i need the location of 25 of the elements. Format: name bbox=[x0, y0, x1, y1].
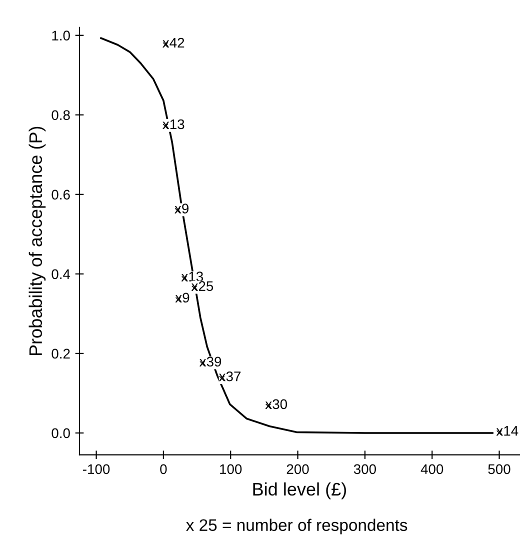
x-tick-label: 400 bbox=[420, 464, 444, 474]
x-tick-label: 500 bbox=[488, 464, 510, 474]
annotation: x37 bbox=[218, 371, 241, 382]
x-tick-label: 100 bbox=[220, 464, 242, 474]
y-tick-label: 0.6 bbox=[52, 190, 70, 200]
y-tick-label: 0.0 bbox=[52, 428, 70, 438]
x-tick-label: 200 bbox=[286, 464, 309, 474]
annotation: x14 bbox=[496, 426, 518, 436]
x-axis-title: Bid level (£) bbox=[253, 482, 346, 500]
x-tick-label: 0 bbox=[160, 464, 167, 474]
line-series bbox=[100, 37, 494, 434]
text: x 25 = number of respondents bbox=[186, 518, 408, 534]
x-tick-label: 300 bbox=[354, 464, 376, 474]
annotation: x9 bbox=[174, 204, 189, 214]
annotation: x42 bbox=[162, 38, 184, 48]
y-tick-label: 0.4 bbox=[52, 269, 70, 280]
x-tick-label: -100 bbox=[83, 464, 110, 474]
y-axis-title: Probability of acceptance (P) bbox=[28, 126, 46, 356]
y-tick-label: 0.2 bbox=[52, 348, 70, 359]
annotation: x39 bbox=[200, 356, 222, 367]
annotation: x25 bbox=[191, 281, 214, 292]
y-tick-label: 0.8 bbox=[52, 110, 70, 120]
annotation: x13 bbox=[162, 119, 184, 130]
y-tick-label: 1.0 bbox=[52, 30, 70, 41]
annotation: x30 bbox=[265, 399, 288, 410]
